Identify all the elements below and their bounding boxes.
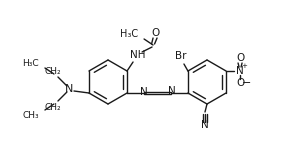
Text: O: O bbox=[236, 78, 244, 88]
Text: H₃C: H₃C bbox=[120, 29, 138, 39]
Text: CH₂: CH₂ bbox=[45, 102, 61, 112]
Text: H₃C: H₃C bbox=[22, 59, 39, 68]
Text: Br: Br bbox=[175, 51, 187, 61]
Text: N: N bbox=[201, 120, 209, 130]
Text: N: N bbox=[168, 86, 175, 96]
Text: NH: NH bbox=[130, 50, 146, 60]
Text: N: N bbox=[236, 66, 244, 76]
Text: O: O bbox=[151, 28, 159, 38]
Text: N: N bbox=[65, 84, 73, 94]
Text: +: + bbox=[241, 63, 247, 69]
Text: −: − bbox=[241, 78, 251, 88]
Text: O: O bbox=[236, 53, 244, 63]
Text: CH₃: CH₃ bbox=[22, 111, 39, 120]
Text: N: N bbox=[140, 86, 148, 96]
Text: CH₂: CH₂ bbox=[45, 66, 61, 75]
